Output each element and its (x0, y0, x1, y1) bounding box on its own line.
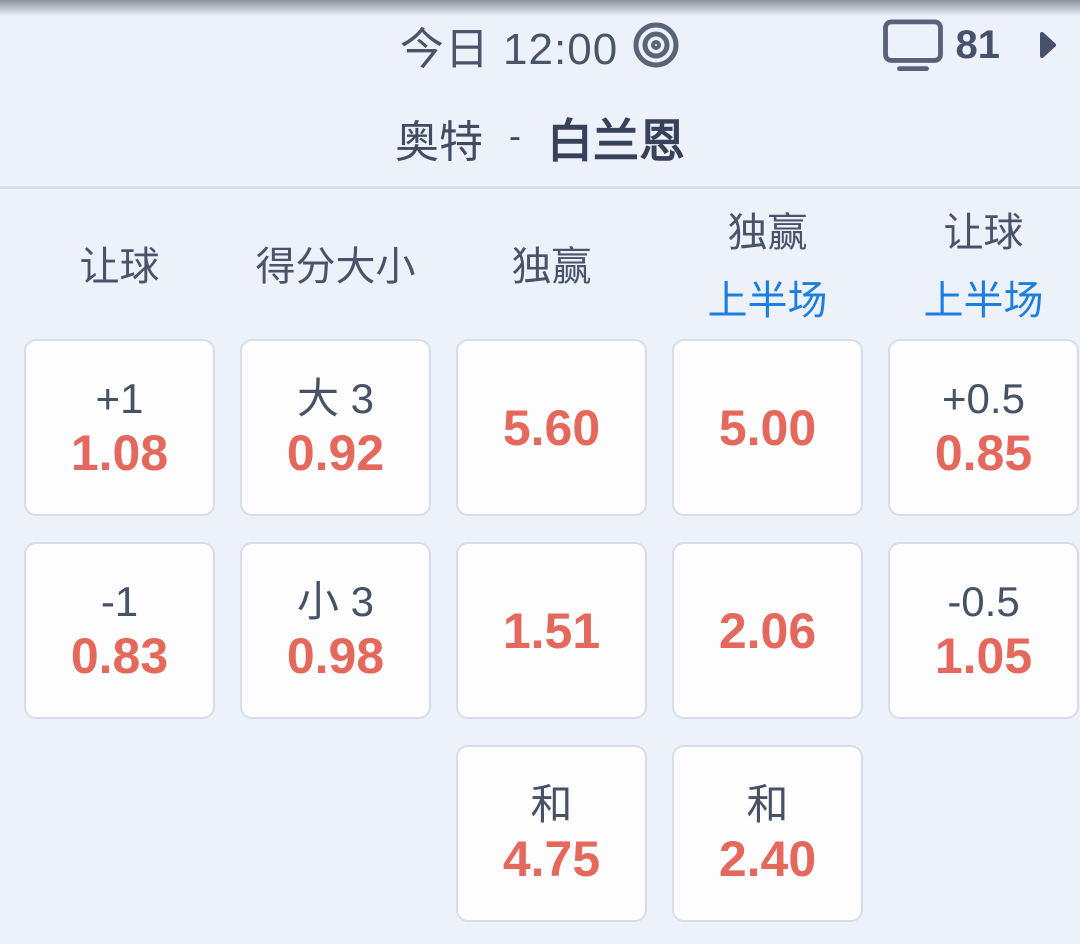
odds-cell-label: -1 (100, 577, 139, 625)
tv-icon (882, 18, 944, 72)
top-bar: 今日 12:00 81 (0, 0, 1080, 90)
odds-cell-value: 0.92 (286, 424, 385, 481)
odds-cell[interactable]: +0.5 0.85 (888, 339, 1079, 516)
stream-count: 81 (955, 22, 1001, 67)
odds-cell-value: 0.98 (286, 627, 385, 684)
odds-cell-label: -0.5 (947, 577, 1020, 625)
market-header-moneyline-first-half: 独赢 上半场 (672, 211, 863, 323)
market-header-handicap-first-half: 让球 上半场 (888, 211, 1079, 323)
odds-cell[interactable]: -1 0.83 (24, 542, 215, 719)
market-header-moneyline: 独赢 (456, 213, 647, 313)
odds-cell-value: 1.05 (934, 627, 1033, 684)
odds-cell-value: 1.51 (502, 602, 601, 659)
odds-cell-value: 5.60 (502, 399, 601, 456)
odds-cell-value: 4.75 (502, 830, 601, 887)
market-title: 独赢 (727, 211, 808, 255)
match-time-group: 今日 12:00 (400, 13, 680, 77)
market-title: 让球 (943, 211, 1024, 255)
odds-cell[interactable]: 小 3 0.98 (240, 542, 431, 719)
odds-cell[interactable]: -0.5 1.05 (888, 542, 1079, 719)
odds-cell-value: 5.00 (718, 399, 817, 456)
market-title: 让球 (79, 245, 160, 289)
market-header-handicap: 让球 (24, 213, 215, 313)
market-subtitle: 上半场 (707, 279, 828, 323)
odds-cell-label: 小 3 (296, 577, 375, 625)
odds-cell-value: 0.83 (70, 627, 169, 684)
odds-cell[interactable]: 5.00 (672, 339, 863, 516)
odds-cell-label: 和 (530, 780, 573, 828)
away-team-name: 白兰恩 (547, 115, 685, 167)
odds-cell[interactable]: 2.06 (672, 542, 863, 719)
bullseye-icon (632, 21, 680, 69)
market-title: 独赢 (511, 245, 592, 289)
odds-cell-value: 0.85 (934, 424, 1033, 481)
odds-cell-label: 大 3 (296, 374, 375, 422)
odds-cell-value: 2.06 (718, 602, 817, 659)
odds-cell[interactable]: 和 2.40 (672, 745, 863, 922)
odds-cell-value: 1.08 (70, 424, 169, 481)
team-separator: - (509, 115, 521, 156)
odds-cell[interactable]: +1 1.08 (24, 339, 215, 516)
odds-grid: 让球 得分大小 独赢 独赢 上半场 让球 上半场 +1 1.08 大 3 0.9… (0, 211, 1080, 922)
odds-cell[interactable]: 5.60 (456, 339, 647, 516)
market-subtitle: 上半场 (923, 279, 1044, 323)
match-time-label: 今日 12:00 (399, 25, 619, 74)
odds-cell-value: 2.40 (718, 830, 817, 887)
chevron-right-icon[interactable] (1012, 30, 1058, 60)
market-title: 得分大小 (255, 245, 416, 289)
odds-cell[interactable]: 大 3 0.92 (240, 339, 431, 516)
market-header-total-points: 得分大小 (240, 213, 431, 313)
odds-cell-label: +1 (95, 374, 144, 422)
odds-cell-label: +0.5 (942, 374, 1025, 422)
odds-cell[interactable]: 1.51 (456, 542, 647, 719)
live-stream-button[interactable]: 81 (882, 0, 1059, 90)
odds-cell-label: 和 (746, 780, 789, 828)
match-title: 奥特 - 白兰恩 (0, 90, 1080, 189)
odds-cell[interactable]: 和 4.75 (456, 745, 647, 922)
home-team-name: 奥特 (395, 118, 483, 167)
